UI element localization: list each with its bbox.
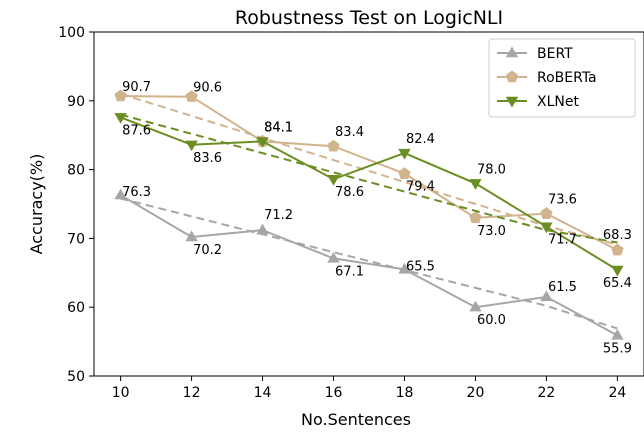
x-tick-label: 14 [254, 385, 272, 401]
data-label: 73.6 [548, 193, 577, 208]
data-label: 65.4 [603, 276, 632, 291]
data-label: 71.2 [264, 208, 293, 223]
y-tick-label: 50 [67, 369, 85, 385]
legend-box [488, 38, 636, 118]
x-tick-label: 22 [538, 385, 556, 401]
data-label: 65.5 [406, 259, 435, 274]
legend-marker [505, 96, 519, 108]
data-label: 61.5 [548, 280, 577, 295]
data-label: 79.4 [406, 180, 435, 195]
data-point [256, 137, 269, 148]
data-label: 78.6 [335, 185, 364, 200]
data-point [540, 290, 553, 302]
data-label: 82.4 [406, 132, 435, 147]
data-point [327, 175, 340, 186]
y-tick-label: 70 [67, 231, 85, 247]
plot-frame [93, 31, 644, 377]
data-label: 60.0 [477, 313, 506, 328]
series-line [120, 95, 618, 251]
data-label: 70.2 [193, 243, 222, 258]
legend-item-xlnet: XLNet [497, 94, 579, 110]
y-tick-label: 60 [67, 300, 85, 316]
legend-item-roberta: RoBERTa [497, 70, 597, 86]
x-tick-label: 16 [325, 385, 343, 401]
trend-line [120, 197, 618, 330]
axes: 10 12 14 16 18 20 22 24 50 60 70 80 90 100 [58, 25, 626, 401]
data-label: 73.0 [477, 224, 506, 239]
data-label: 90.7 [122, 80, 151, 95]
data-point [540, 207, 553, 219]
legend-label: BERT [537, 46, 573, 62]
legend-label: XLNet [537, 94, 579, 110]
data-point [611, 328, 624, 340]
data-label: 83.6 [193, 151, 222, 166]
data-point [114, 89, 127, 102]
x-tick-label: 20 [467, 385, 485, 401]
trend-line [120, 92, 618, 246]
x-tick-label: 24 [608, 385, 626, 401]
y-tick-label: 80 [67, 163, 85, 179]
data-point [185, 90, 198, 102]
trend-line [120, 113, 618, 244]
data-point [185, 140, 198, 152]
chart-title: Robustness Test on LogicNLI [235, 7, 503, 29]
data-label: 84.1 [264, 120, 293, 135]
data-point [469, 300, 482, 312]
data-point [469, 211, 482, 223]
data-label: 55.9 [603, 341, 632, 356]
legend: BERT RoBERTa XLNet [488, 38, 636, 118]
x-axis-label: No.Sentences [301, 410, 411, 429]
data-label: 67.1 [335, 264, 364, 279]
x-tick-label: 12 [183, 385, 201, 401]
series-line [120, 116, 618, 271]
x-tick-label: 18 [396, 385, 414, 401]
data-label: 78.0 [477, 162, 506, 177]
data-point [540, 222, 553, 234]
legend-marker [505, 70, 519, 83]
x-tick-label: 10 [112, 385, 130, 401]
data-point [398, 262, 411, 274]
data-point [611, 243, 624, 256]
data-point [398, 148, 411, 160]
legend-item-bert: BERT [497, 46, 573, 62]
data-point [327, 251, 340, 263]
data-label: 90.6 [193, 81, 222, 96]
y-tick-label: 100 [58, 25, 85, 41]
data-point [185, 230, 198, 242]
data-label: 68.3 [603, 228, 632, 243]
data-label: 71.7 [548, 233, 577, 248]
data-point [114, 113, 127, 124]
series-bert: 76.3 70.2 71.2 67.1 65.5 60.0 61.5 55.9 [114, 185, 632, 356]
plot-area: 76.3 70.2 71.2 67.1 65.5 60.0 61.5 55.9 90.7 90.6… [114, 80, 632, 356]
y-axis-label: Accuracy(%) [27, 154, 46, 255]
data-point [327, 139, 340, 152]
data-point [469, 179, 482, 190]
data-label: 84.1 [264, 120, 293, 135]
data-point [256, 223, 269, 235]
legend-label: RoBERTa [537, 70, 597, 86]
series-line [120, 194, 618, 337]
y-tick-label: 90 [67, 94, 85, 110]
data-label: 76.3 [122, 185, 151, 200]
data-point [114, 188, 127, 200]
data-point [611, 265, 624, 277]
series-xlnet: 87.6 83.6 84.1 78.6 82.4 78.0 71.7 65.4 [114, 113, 632, 291]
data-label: 83.4 [335, 125, 364, 140]
data-point [398, 167, 411, 179]
data-label: 87.6 [122, 123, 151, 138]
legend-marker [505, 46, 519, 58]
